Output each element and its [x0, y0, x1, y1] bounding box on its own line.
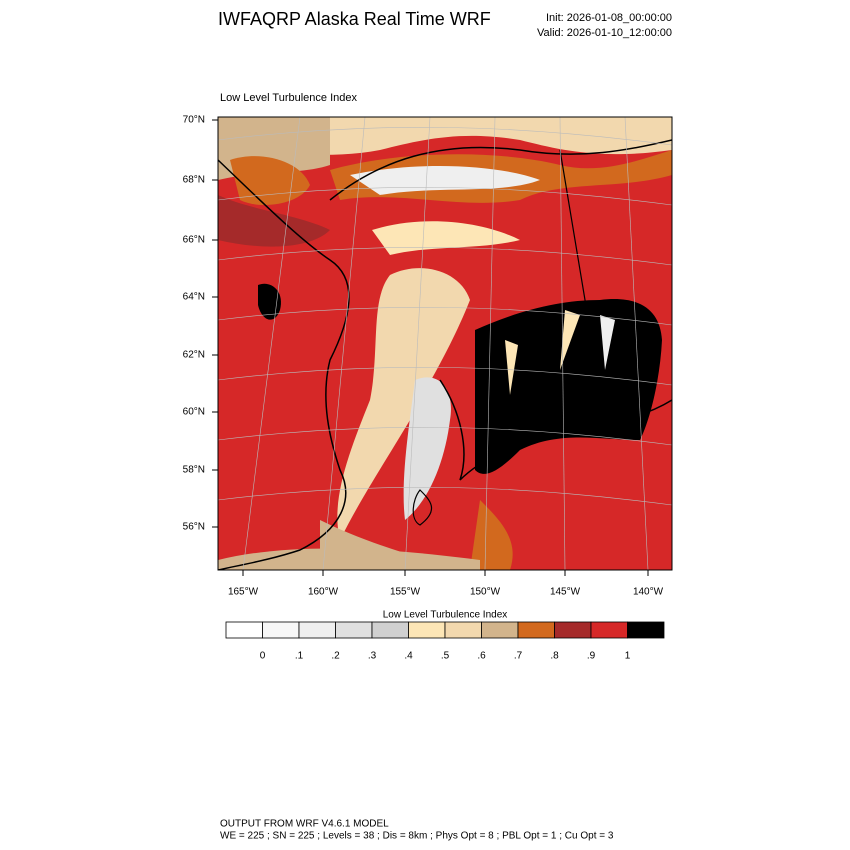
footer-line: WE = 225 ; SN = 225 ; Levels = 38 ; Dis … [220, 831, 614, 842]
colorbar-tick-label: .7 [514, 651, 523, 662]
colorbar-box [298, 621, 336, 639]
colorbar-tick-label: .6 [477, 651, 486, 662]
colorbar-box [627, 621, 665, 639]
lat-label: 70°N [183, 115, 205, 126]
colorbar-tick-label: 1 [625, 651, 631, 662]
lon-label: 150°W [470, 587, 501, 598]
valid-time: Valid: 2026-01-10_12:00:00 [537, 27, 672, 39]
colorbar-box [335, 621, 373, 639]
colorbar-tick-label: 0 [260, 651, 266, 662]
colorbar-tick-label: .1 [295, 651, 304, 662]
map [217, 116, 673, 571]
lon-label: 165°W [228, 587, 259, 598]
colorbar-tick-label: .9 [587, 651, 596, 662]
init-time: Init: 2026-01-08_00:00:00 [546, 12, 672, 24]
lat-label: 68°N [183, 175, 205, 186]
lat-label: 62°N [183, 350, 205, 361]
colorbar: 0 .1 .2 .3 .4 .5 .6 .7 .8 .9 1 [225, 621, 665, 662]
lat-label: 60°N [183, 407, 205, 418]
colorbar-title: Low Level Turbulence Index [383, 610, 508, 621]
colorbar-box [262, 621, 300, 639]
colorbar-box [481, 621, 519, 639]
lon-labels: 165°W 160°W 155°W 150°W 145°W 140°W [228, 570, 664, 598]
colorbar-tick-label: .8 [550, 651, 559, 662]
lat-label: 56°N [183, 522, 205, 533]
lon-label: 160°W [308, 587, 339, 598]
lon-label: 140°W [633, 587, 664, 598]
lon-label: 145°W [550, 587, 581, 598]
map-title: Low Level Turbulence Index [220, 92, 357, 104]
lat-labels: 70°N 68°N 66°N 64°N 62°N 60°N 58°N 56°N [183, 115, 218, 533]
colorbar-box [444, 621, 482, 639]
title: IWFAQRP Alaska Real Time WRF [218, 9, 491, 29]
colorbar-box [517, 621, 555, 639]
colorbar-tick-label: .3 [368, 651, 377, 662]
colorbar-box [225, 621, 263, 639]
colorbar-box [371, 621, 409, 639]
colorbar-tick-label: .2 [331, 651, 340, 662]
colorbar-box [408, 621, 446, 639]
colorbar-tick-label: .5 [441, 651, 450, 662]
lat-label: 66°N [183, 235, 205, 246]
lat-label: 58°N [183, 465, 205, 476]
colorbar-tick-label: .4 [404, 651, 413, 662]
footer-line: OUTPUT FROM WRF V4.6.1 MODEL [220, 819, 389, 830]
lon-label: 155°W [390, 587, 421, 598]
colorbar-box [554, 621, 592, 639]
colorbar-box [590, 621, 628, 639]
lat-label: 64°N [183, 292, 205, 303]
